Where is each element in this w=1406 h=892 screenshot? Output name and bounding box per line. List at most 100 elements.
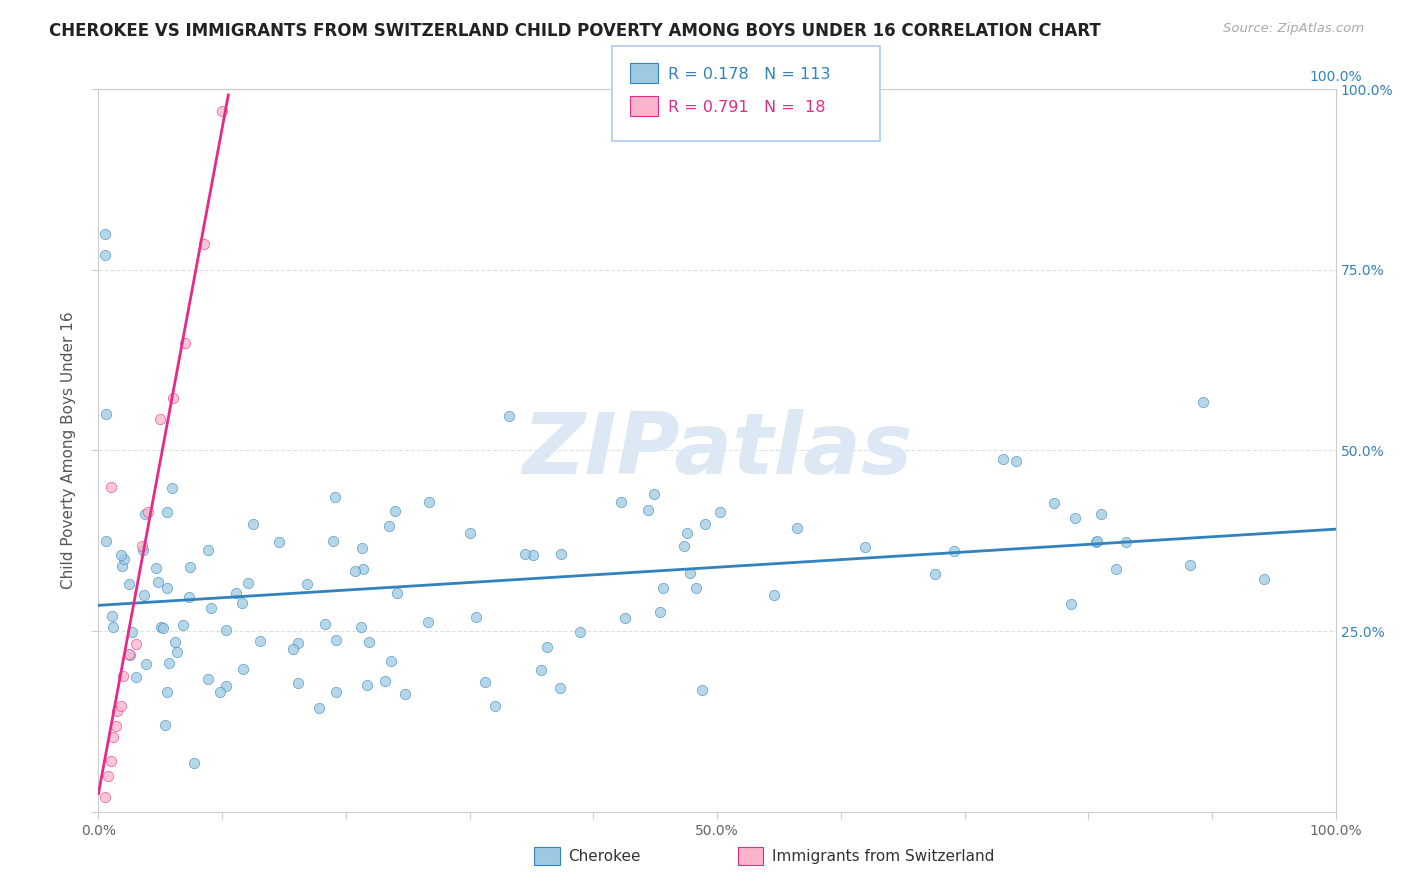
Point <box>214 624 236 638</box>
Point <box>118 647 141 661</box>
Point <box>1253 572 1275 586</box>
Point <box>1060 598 1083 612</box>
Point <box>1064 511 1087 525</box>
Point <box>112 552 135 566</box>
Point <box>569 624 592 639</box>
Point <box>155 718 177 732</box>
Point <box>197 673 219 687</box>
Point <box>676 525 699 540</box>
Point <box>166 645 188 659</box>
Point <box>650 605 672 619</box>
Point <box>183 756 205 771</box>
Point <box>548 681 571 695</box>
Point <box>156 505 179 519</box>
Point <box>637 503 659 517</box>
Point <box>225 586 247 600</box>
Point <box>209 684 232 698</box>
Point <box>242 516 264 531</box>
Point <box>352 562 374 576</box>
Point <box>103 731 125 745</box>
Point <box>121 624 143 639</box>
Point <box>610 495 633 509</box>
Point <box>110 548 132 562</box>
Point <box>134 508 156 522</box>
Point <box>924 567 946 582</box>
Point <box>101 620 124 634</box>
Point <box>314 617 336 632</box>
Point <box>1005 454 1028 468</box>
Point <box>323 490 346 504</box>
Point <box>297 577 319 591</box>
Point <box>231 596 253 610</box>
Point <box>149 412 172 426</box>
Point <box>530 663 553 677</box>
Point <box>100 480 122 494</box>
Point <box>786 521 808 535</box>
Point <box>550 547 572 561</box>
Text: R = 0.178   N = 113: R = 0.178 N = 113 <box>668 67 831 82</box>
Point <box>513 547 536 561</box>
Point <box>157 656 180 670</box>
Point <box>693 516 716 531</box>
Point <box>232 662 254 676</box>
Point <box>418 495 440 509</box>
Point <box>853 540 876 554</box>
Text: R = 0.791   N =  18: R = 0.791 N = 18 <box>668 100 825 115</box>
Point <box>1178 558 1201 572</box>
Point <box>131 539 153 553</box>
Point <box>359 635 381 649</box>
Point <box>374 674 396 689</box>
Point <box>690 682 713 697</box>
Point <box>394 687 416 701</box>
Point <box>145 561 167 575</box>
Point <box>160 481 183 495</box>
Point <box>174 335 197 350</box>
Point <box>325 684 347 698</box>
Point <box>94 248 117 262</box>
Point <box>1085 533 1108 548</box>
Point <box>643 487 665 501</box>
Point <box>325 632 347 647</box>
Y-axis label: Child Poverty Among Boys Under 16: Child Poverty Among Boys Under 16 <box>60 311 76 590</box>
Point <box>287 636 309 650</box>
Point <box>156 684 179 698</box>
Point <box>1115 535 1137 549</box>
Point <box>214 679 236 693</box>
Point <box>179 590 201 604</box>
Point <box>197 543 219 558</box>
Point <box>104 719 127 733</box>
Point <box>356 678 378 692</box>
Point <box>352 541 374 555</box>
Point <box>97 769 120 783</box>
Point <box>1043 496 1066 510</box>
Point <box>281 641 304 656</box>
Point <box>536 640 558 655</box>
Point <box>211 103 233 118</box>
Point <box>156 581 179 595</box>
Point <box>132 543 155 558</box>
Point <box>474 675 496 690</box>
Point <box>287 676 309 690</box>
Point <box>378 519 401 533</box>
Point <box>179 560 201 574</box>
Point <box>498 409 520 424</box>
Point <box>112 669 135 683</box>
Text: CHEROKEE VS IMMIGRANTS FROM SWITZERLAND CHILD POVERTY AMONG BOYS UNDER 16 CORREL: CHEROKEE VS IMMIGRANTS FROM SWITZERLAND … <box>49 22 1101 40</box>
Text: Immigrants from Switzerland: Immigrants from Switzerland <box>772 849 994 863</box>
Text: Source: ZipAtlas.com: Source: ZipAtlas.com <box>1223 22 1364 36</box>
Point <box>267 534 290 549</box>
Point <box>135 657 157 672</box>
Point <box>193 237 215 252</box>
Point <box>100 754 122 768</box>
Point <box>652 581 675 595</box>
Point <box>105 704 128 718</box>
Point <box>1085 534 1108 549</box>
Point <box>484 698 506 713</box>
Point <box>149 620 172 634</box>
Point <box>125 670 148 684</box>
Point <box>136 505 159 519</box>
Point <box>1090 508 1112 522</box>
Point <box>100 608 122 623</box>
Point <box>465 610 488 624</box>
Point <box>709 505 731 519</box>
